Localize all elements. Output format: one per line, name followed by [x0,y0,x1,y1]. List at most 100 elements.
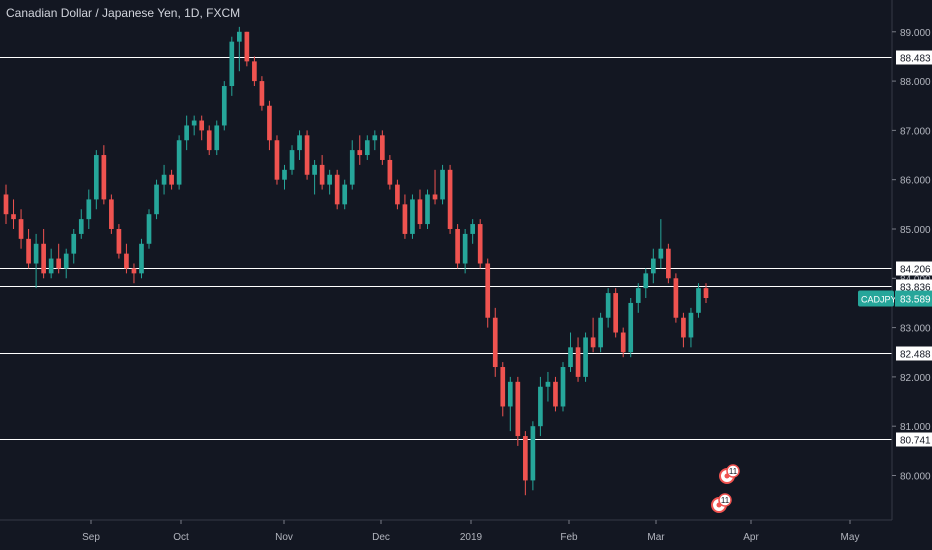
symbol-tag-label: CADJPY [861,295,897,305]
candle-body [304,135,310,175]
candle-body [432,194,438,200]
candle-body [252,61,257,82]
candle-body [237,31,242,42]
candle-body [605,293,611,318]
price-tick-label: 83.000 [900,324,931,335]
level-label: 83.836 [900,283,931,294]
candle-body [289,150,295,170]
level-label: 88.483 [900,54,931,65]
candle-body [538,386,543,427]
candle-body [688,312,694,338]
event-markers[interactable]: 11 11 [711,464,740,513]
candle-body [402,204,408,234]
candle-body [319,164,325,185]
candle-body [583,337,588,377]
price-tick-label: 82.000 [900,373,931,384]
time-tick-label: Sep [82,532,100,543]
candle-body [523,436,528,481]
candle-body [417,199,423,225]
candle-body [259,81,265,106]
candle-body [530,426,536,481]
candle-body [673,278,679,318]
level-label-box [896,50,932,65]
candle-body [221,86,227,126]
candle-body [620,332,626,353]
event-count-label: 11 [729,467,738,476]
candle-body [71,233,77,254]
candle-body [568,347,573,368]
candle-body [349,150,355,185]
candle-body [176,140,182,185]
candle-body [447,169,453,229]
candle-body [146,214,152,244]
candle-body [703,288,709,299]
candle-body [515,381,521,437]
time-tick-label: Nov [275,532,293,543]
level-labels: 88.483 84.206 83.836 82.488 80.741 [896,50,932,447]
candle-body [48,258,54,274]
price-tick-label: 85.000 [900,225,931,236]
candle-body [312,164,317,175]
price-tick-label: 86.000 [900,176,931,187]
candle-body [477,224,483,264]
candle-body [93,155,99,200]
candle-body [169,174,174,185]
candle-body [191,120,197,126]
time-axis[interactable]: Sep Oct Nov Dec 2019 Feb Mar Apr May [82,520,859,543]
candle-body [109,199,114,229]
level-label-box [896,261,932,276]
level-label: 84.206 [900,265,931,276]
candle-body [696,288,701,313]
candle-body [643,273,649,289]
candle-body [575,347,581,377]
candle-body [327,174,332,185]
candle-body [56,258,62,269]
symbol-tag-box [858,290,894,307]
candle-body [395,184,400,205]
level-label: 82.488 [900,350,931,361]
candle-body [658,248,664,259]
candle-body [507,381,513,407]
candle-body [334,174,340,205]
candle-body [553,381,558,407]
price-tick-label: 88.000 [900,77,931,88]
candle-body [628,302,634,353]
candle-body [154,184,159,215]
candle-body [613,293,619,333]
candle-body [184,125,189,141]
event-count-badge [718,493,732,507]
price-tick-label: 87.000 [900,126,931,137]
candle-body [440,169,445,200]
last-price-tag: CADJPY 83.589 [858,290,932,307]
candle-body [364,140,370,156]
time-tick-label: Apr [743,532,759,543]
candle-body [124,253,129,269]
candle-body [590,337,596,348]
candle-body [681,317,686,338]
candle-body [635,288,641,303]
candle-body [297,135,302,151]
candle-body [33,243,39,264]
candle-body [199,120,205,131]
candle-body [462,233,468,264]
time-tick-label: 2019 [460,532,483,543]
candle-body [545,381,551,387]
price-tick-label: 81.000 [900,422,931,433]
price-axis[interactable]: 80.00081.00082.00083.00084.00085.00086.0… [892,28,931,483]
candle-body [116,228,122,254]
last-price-label: 83.589 [900,295,931,306]
time-tick-label: Dec [372,532,390,543]
candle-body [470,224,475,234]
candle-body [410,199,415,234]
candle-body [425,194,430,225]
candle-body [26,238,31,264]
time-tick-label: Feb [560,532,578,543]
candle-body [372,135,378,141]
last-price-box [895,290,932,307]
price-tick-label: 89.000 [900,28,931,39]
time-tick-label: May [841,532,860,543]
candle-body [485,263,491,318]
event-count-badge [726,464,740,478]
